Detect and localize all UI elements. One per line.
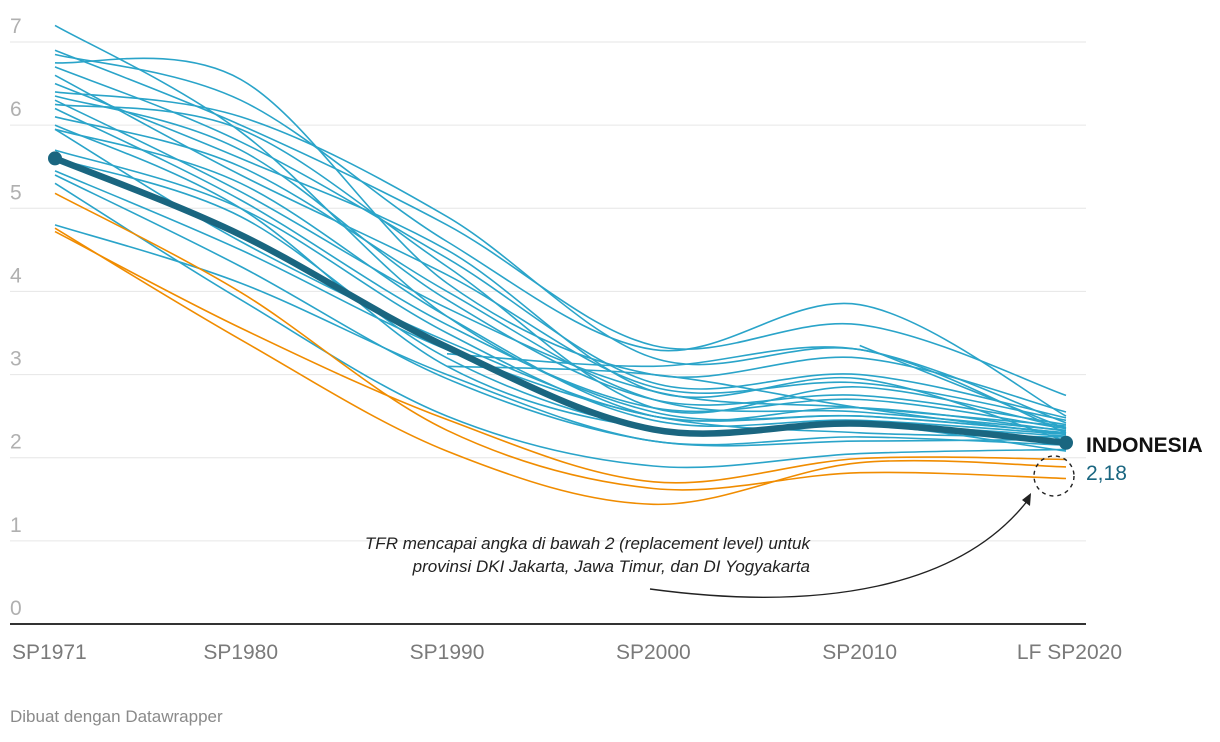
datawrapper-credit: Dibuat dengan Datawrapper: [10, 707, 223, 726]
series-line-provinsi-24: [446, 365, 1067, 436]
series-line-provinsi-5: [54, 66, 1067, 419]
annotation-highlight-circle: [1033, 455, 1075, 497]
x-axis-ticks: SP1971 SP1980 SP1990 SP2000 SP2010 LF SP2020: [12, 641, 1122, 664]
x-tick-label: SP1990: [410, 641, 485, 664]
indonesia-label: INDONESIA: [1086, 434, 1203, 457]
y-tick-label: 3: [10, 348, 22, 371]
series-line-provinsi-17: [54, 170, 1067, 438]
series-line-provinsi-12: [54, 116, 1067, 432]
series-line-provinsi-7: [54, 91, 1067, 424]
y-tick-label: 0: [10, 597, 22, 620]
series-line-provinsi-15: [54, 149, 1067, 436]
series-line-provinsi-23: [446, 346, 1067, 434]
indonesia-end-point: [1059, 435, 1073, 450]
series-line-provinsi-13: [54, 128, 1067, 432]
x-tick-label: SP1971: [12, 641, 87, 664]
y-tick-label: 2: [10, 431, 22, 454]
series-lines: [48, 24, 1073, 506]
series-line-provinsi-4: [54, 57, 1067, 413]
series-line-provinsi-3: [54, 53, 1067, 417]
y-tick-label: 1: [10, 514, 22, 537]
x-tick-label: SP1980: [203, 641, 278, 664]
annotation-line-1: TFR mencapai angka di bawah 2 (replaceme…: [365, 534, 812, 553]
series-line-indonesia: [51, 155, 1070, 446]
series-line-provinsi-16: [54, 157, 1067, 437]
series-line-provinsi-14: [54, 128, 1067, 434]
x-tick-label: SP2000: [616, 641, 691, 664]
annotation-line-2: provinsi DKI Jakarta, Jawa Timur, dan DI…: [412, 557, 810, 576]
x-tick-label: SP2010: [822, 641, 897, 664]
annotation-arrowhead: [1022, 493, 1031, 506]
y-tick-label: 4: [10, 264, 22, 287]
x-tick-label: LF SP2020: [1017, 641, 1122, 664]
series-line-di-yogyakarta: [54, 227, 1067, 506]
series-line-provinsi-10: [54, 103, 1067, 429]
y-tick-label: 7: [10, 15, 22, 38]
series-line-provinsi-20: [54, 224, 1067, 446]
y-tick-label: 5: [10, 181, 22, 204]
annotation: TFR mencapai angka di bawah 2 (replaceme…: [365, 455, 1075, 598]
y-tick-label: 6: [10, 98, 22, 121]
annotation-arrow: [649, 499, 1029, 598]
series-line-provinsi-8: [54, 95, 1067, 426]
series-line-provinsi-25: [859, 344, 1067, 430]
series-line-provinsi-9: [54, 99, 1067, 427]
series-line-provinsi-6: [54, 74, 1067, 422]
y-axis-ticks: 0 1 2 3 4 5 6 7: [10, 15, 22, 620]
series-line-provinsi-19: [54, 182, 1067, 469]
indonesia-value-label: 2,18: [1086, 462, 1127, 485]
series-line-jawa-timur: [54, 230, 1067, 484]
series-line-provinsi-18: [54, 174, 1067, 447]
indonesia-start-point: [48, 151, 62, 166]
series-line-provinsi-21: [54, 82, 1067, 442]
end-labels: INDONESIA 2,18: [1086, 434, 1203, 485]
series-line-dki-jakarta: [54, 192, 1067, 491]
